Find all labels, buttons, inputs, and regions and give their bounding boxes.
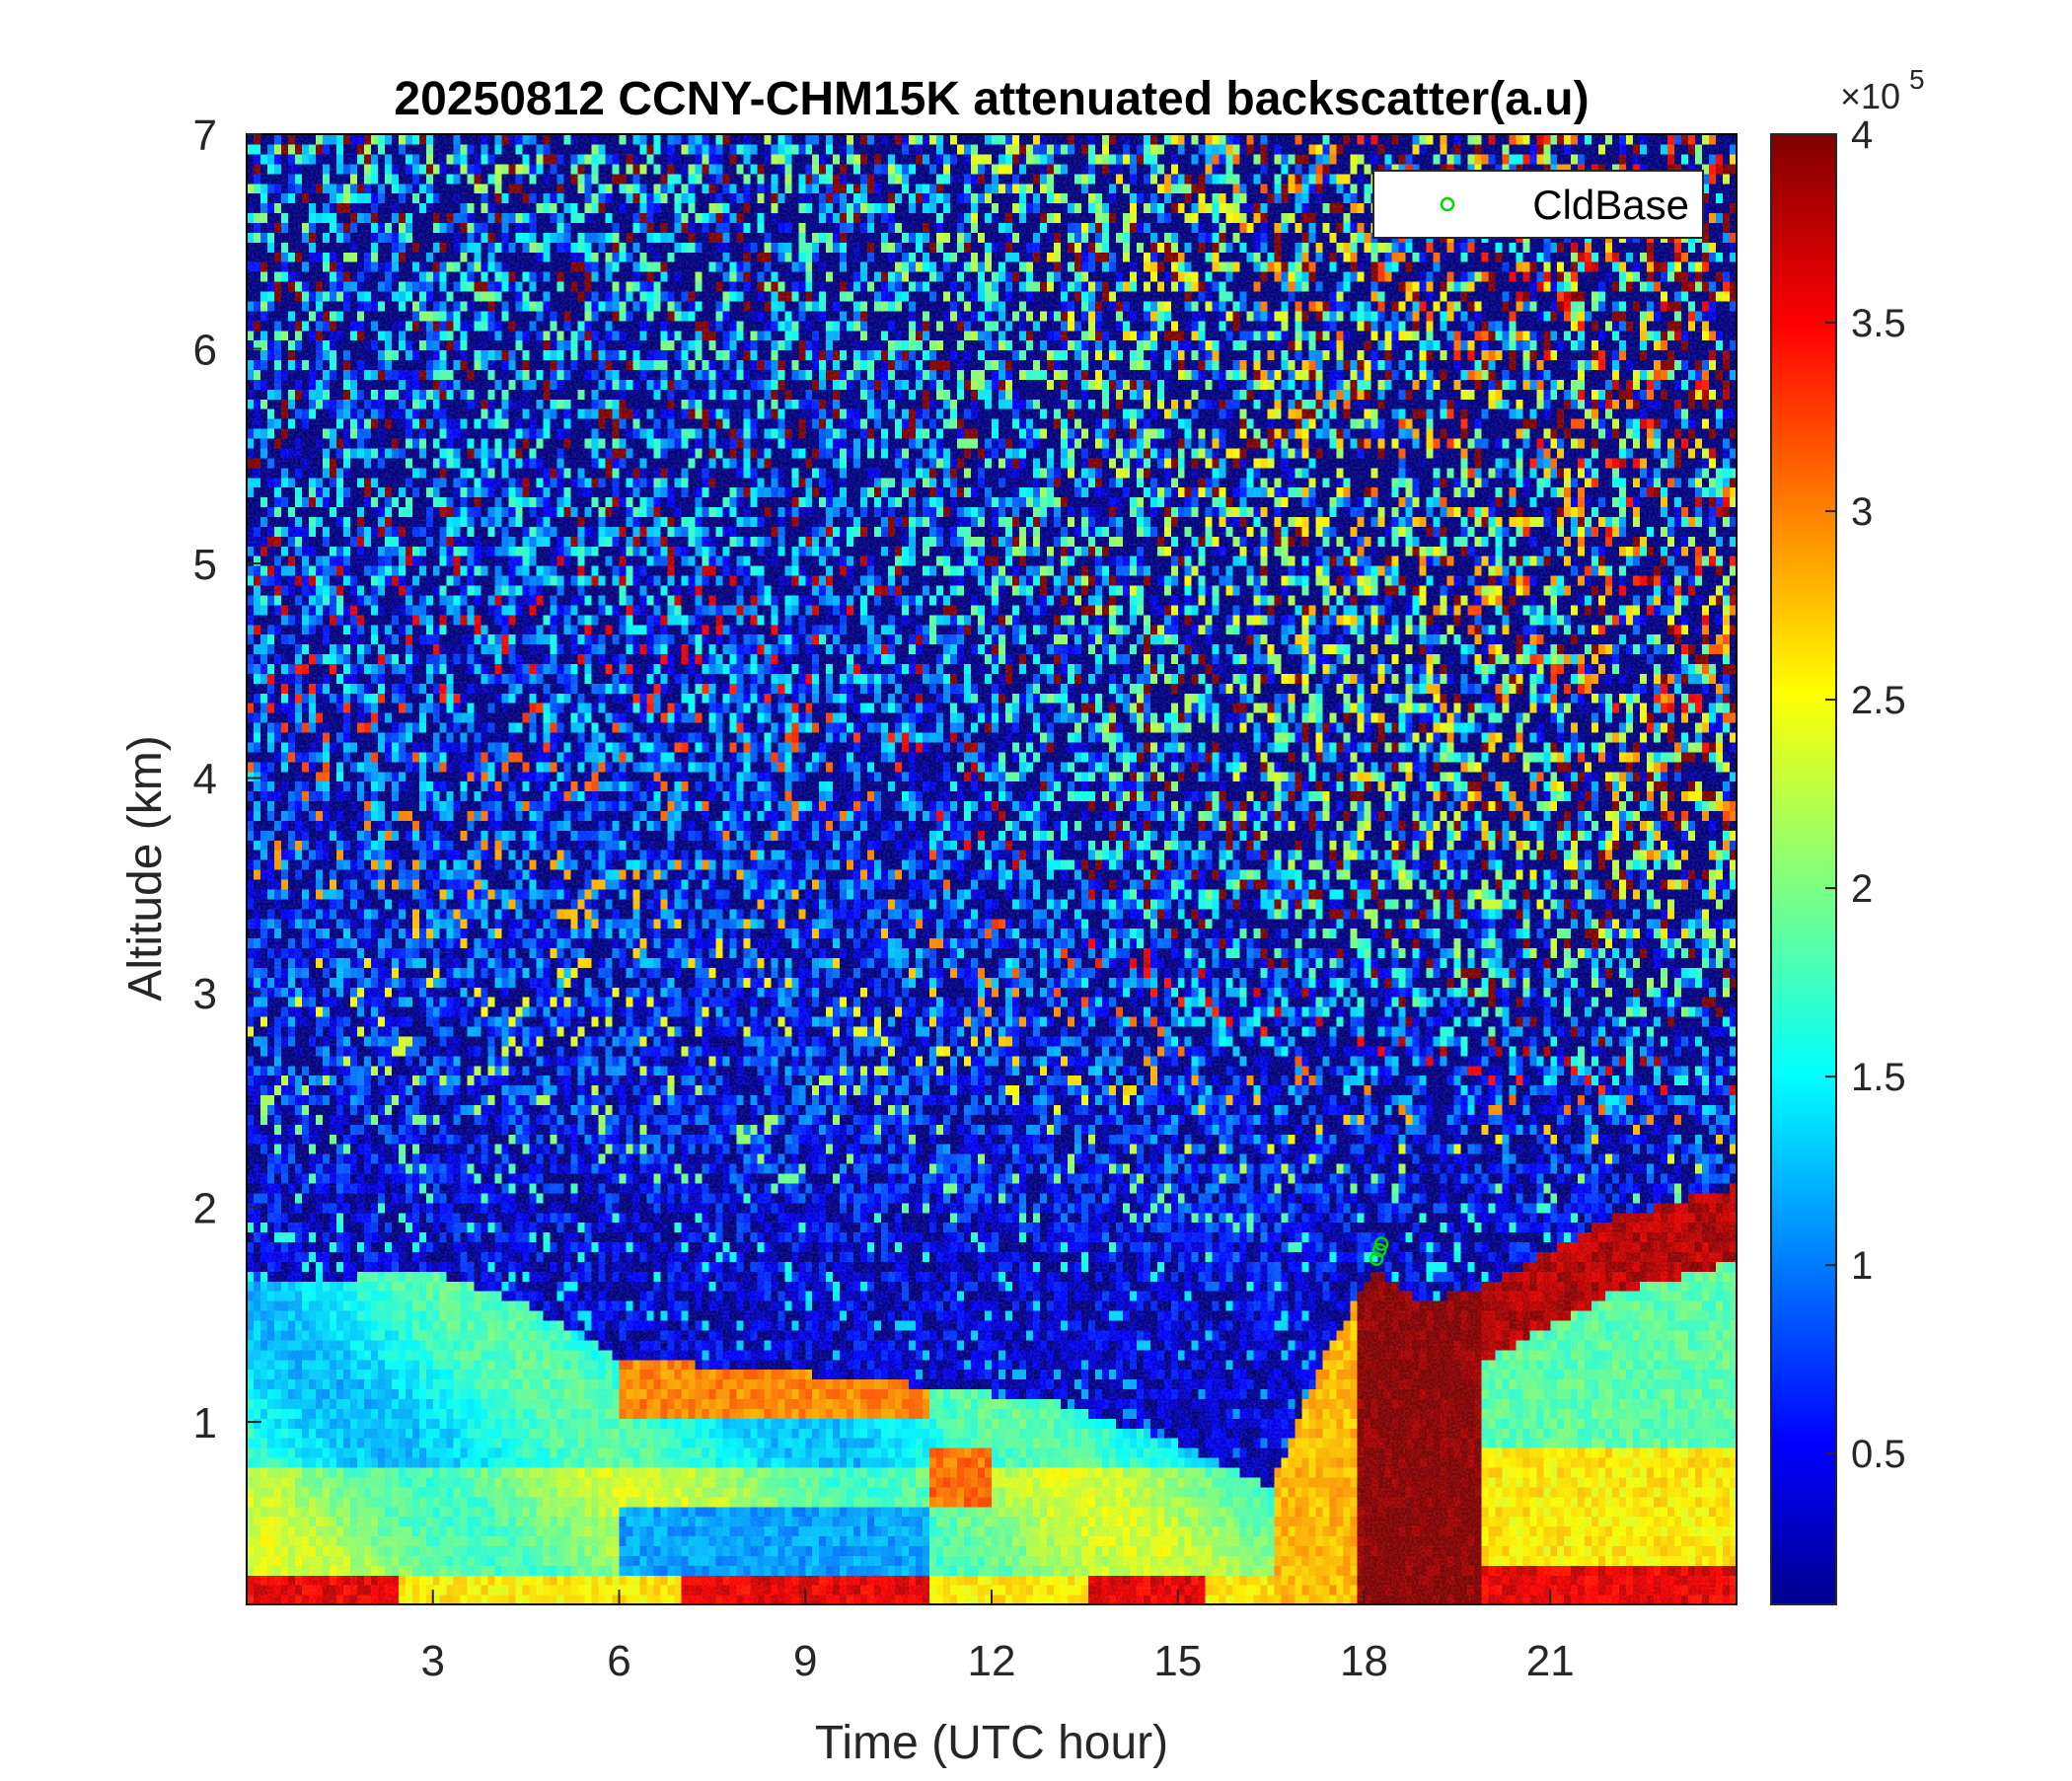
chart-title: 20250812 CCNY-CHM15K attenuated backscat… [394,73,1589,125]
heatmap-image [247,134,1737,1604]
